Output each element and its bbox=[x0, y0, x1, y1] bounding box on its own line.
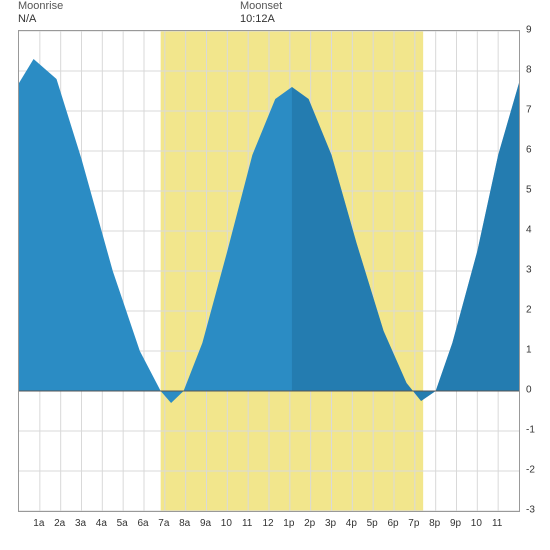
moonset-title: Moonset bbox=[240, 0, 282, 13]
y-tick-label: 3 bbox=[526, 265, 532, 276]
x-tick-label: 2a bbox=[54, 518, 65, 529]
y-tick-label: 8 bbox=[526, 65, 532, 76]
x-tick-label: 5a bbox=[117, 518, 128, 529]
y-tick-label: -1 bbox=[526, 425, 535, 436]
y-tick-label: 7 bbox=[526, 105, 532, 116]
x-tick-label: 3p bbox=[325, 518, 336, 529]
y-tick-label: 6 bbox=[526, 145, 532, 156]
x-tick-label: 6a bbox=[137, 518, 148, 529]
x-tick-label: 2p bbox=[304, 518, 315, 529]
moonrise-title: Moonrise bbox=[18, 0, 63, 13]
x-tick-label: 11 bbox=[242, 518, 252, 529]
y-tick-label: 1 bbox=[526, 345, 532, 356]
moonrise-value: N/A bbox=[18, 13, 63, 26]
y-tick-label: 5 bbox=[526, 185, 532, 196]
x-tick-label: 4p bbox=[346, 518, 357, 529]
x-tick-label: 11 bbox=[492, 518, 502, 529]
x-tick-label: 6p bbox=[387, 518, 398, 529]
x-tick-label: 1p bbox=[283, 518, 294, 529]
moonrise-label: Moonrise N/A bbox=[18, 0, 63, 26]
x-tick-label: 4a bbox=[96, 518, 107, 529]
y-tick-label: 4 bbox=[526, 225, 532, 236]
x-axis: 1a 2a 3a 4a 5a 6a 7a 8a 9a 10 11 12 1p 2p 3p 4p 5p 6p 7p 8p… bbox=[18, 518, 518, 536]
chart-svg bbox=[19, 31, 519, 511]
y-tick-label: 0 bbox=[526, 385, 532, 396]
y-tick-label: 2 bbox=[526, 305, 532, 316]
x-tick-label: 9a bbox=[200, 518, 211, 529]
tide-chart-container: Moonrise N/A Moonset 10:12A 1a 2a 3a 4a 5a 6a… bbox=[0, 0, 550, 550]
x-tick-label: 10 bbox=[221, 518, 232, 529]
y-tick-label: -3 bbox=[526, 505, 535, 516]
x-tick-label: 12 bbox=[262, 518, 273, 529]
x-tick-label: 9p bbox=[450, 518, 461, 529]
y-tick-label: -2 bbox=[526, 465, 535, 476]
x-tick-label: 8p bbox=[429, 518, 440, 529]
x-tick-label: 8a bbox=[179, 518, 190, 529]
y-tick-label: 9 bbox=[526, 25, 532, 36]
y-axis: -3-2-10123456789 bbox=[522, 30, 542, 510]
chart-area bbox=[18, 30, 520, 512]
moonset-value: 10:12A bbox=[240, 13, 282, 26]
x-tick-label: 10 bbox=[471, 518, 482, 529]
x-tick-label: 7p bbox=[408, 518, 419, 529]
x-tick-label: 3a bbox=[75, 518, 86, 529]
moonset-label: Moonset 10:12A bbox=[240, 0, 282, 26]
x-tick-label: 7a bbox=[158, 518, 169, 529]
header: Moonrise N/A Moonset 10:12A bbox=[0, 0, 550, 30]
x-tick-label: 5p bbox=[367, 518, 378, 529]
x-tick-label: 1a bbox=[33, 518, 44, 529]
